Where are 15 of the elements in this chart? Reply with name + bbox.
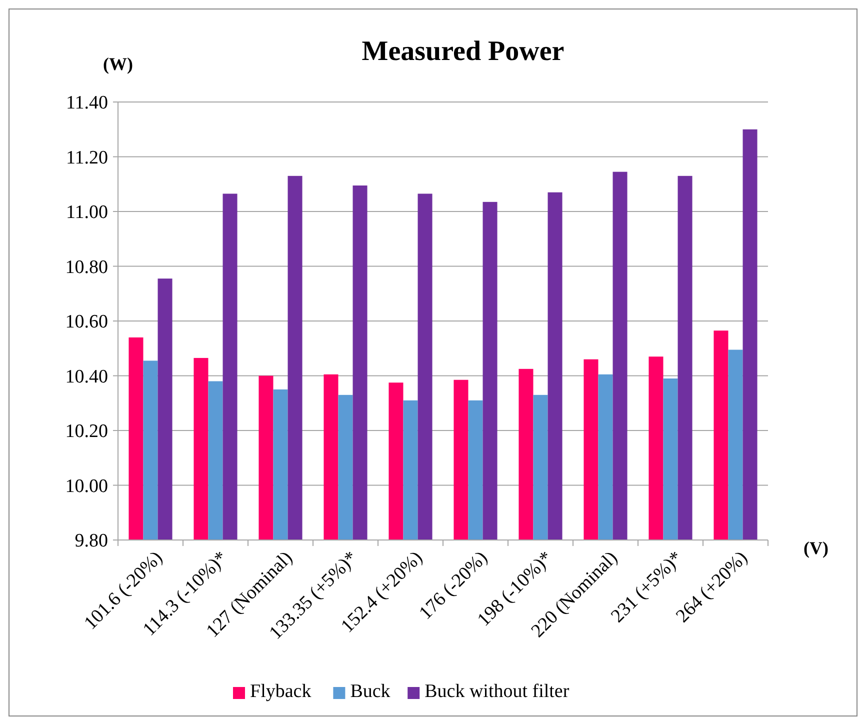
y-tick-label: 11.20 bbox=[66, 147, 108, 168]
y-tick-label: 10.40 bbox=[65, 366, 108, 388]
legend-label: Buck without filter bbox=[424, 681, 570, 702]
chart-title: Measured Power bbox=[362, 36, 564, 67]
y-tick-label: 11.00 bbox=[66, 202, 108, 224]
legend-label: Buck bbox=[350, 681, 391, 702]
legend-label: Flyback bbox=[250, 681, 312, 702]
y-tick-label: 10.20 bbox=[65, 421, 108, 442]
x-axis-title: (V) bbox=[804, 538, 828, 558]
y-axis-title: (W) bbox=[103, 54, 133, 74]
y-tick-label: 9.80 bbox=[74, 530, 108, 552]
y-tick-label: 10.80 bbox=[65, 256, 108, 278]
y-tick-label: 10.00 bbox=[65, 476, 108, 497]
y-tick-label: 11.40 bbox=[66, 92, 108, 114]
y-tick-label: 10.60 bbox=[65, 312, 108, 333]
